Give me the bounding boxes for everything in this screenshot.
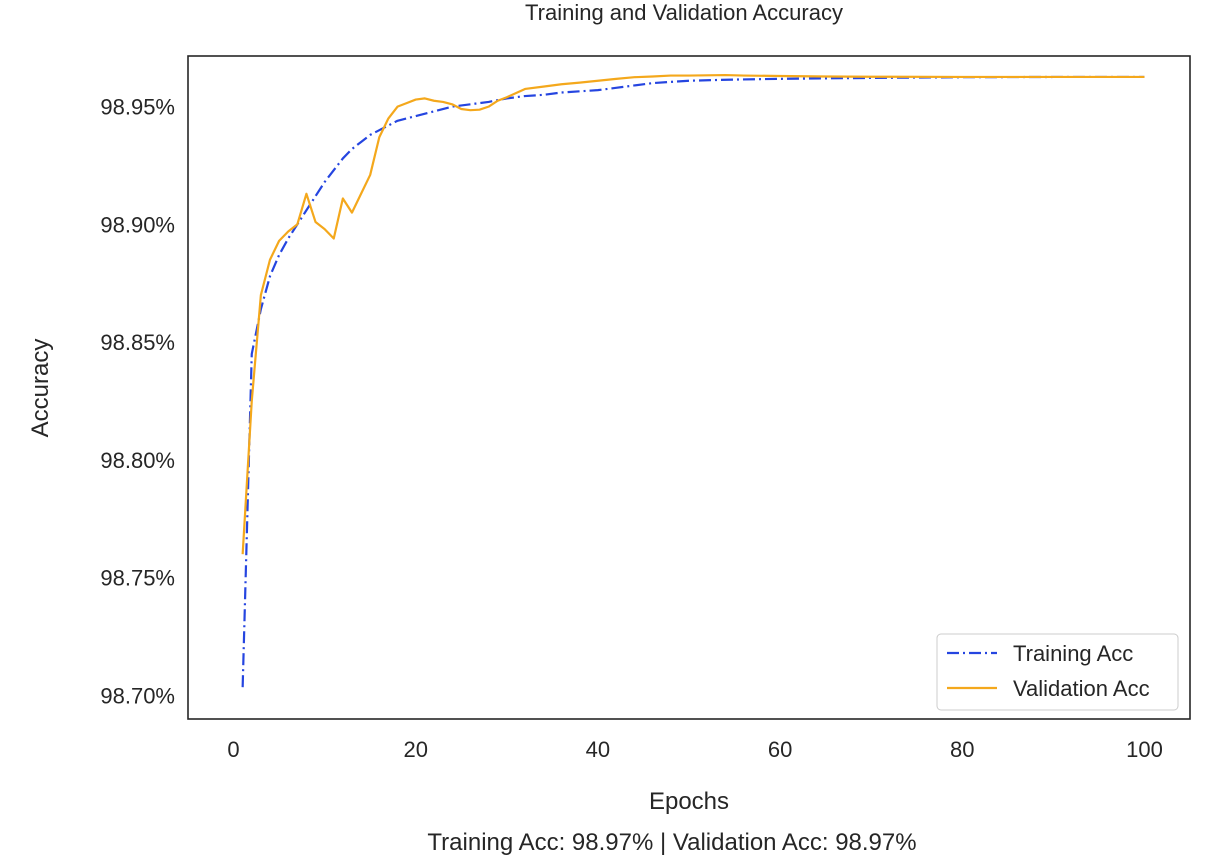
y-tick-label: 98.70% <box>100 683 175 708</box>
legend-box <box>936 633 1179 711</box>
y-tick-label: 98.90% <box>100 212 175 237</box>
x-axis-label: Epochs <box>649 788 729 815</box>
legend-label-validation: Validation Acc <box>1013 676 1150 701</box>
x-tick-label: 80 <box>950 737 974 762</box>
accuracy-summary-text: Training Acc: 98.97% | Validation Acc: 9… <box>427 829 916 856</box>
x-tick-label: 0 <box>227 737 239 762</box>
legend-label-training: Training Acc <box>1013 641 1133 666</box>
x-tick-label: 100 <box>1126 737 1163 762</box>
series-line-training-acc <box>241 75 1145 688</box>
plot-area <box>187 55 1191 720</box>
x-tick-label: 20 <box>403 737 427 762</box>
y-axis-label: Accuracy <box>27 339 54 438</box>
y-tick-label: 98.95% <box>100 95 175 120</box>
chart-title: Training and Validation Accuracy <box>525 0 843 25</box>
y-axis-ticks: 98.70% 98.75% 98.80% 98.85% 98.90% 98.95% <box>100 95 175 709</box>
legend: Training Acc Validation Acc <box>936 633 1179 711</box>
y-tick-label: 98.85% <box>100 330 175 355</box>
y-tick-label: 98.80% <box>100 448 175 473</box>
x-tick-label: 60 <box>768 737 792 762</box>
y-tick-label: 98.75% <box>100 566 175 591</box>
x-tick-label: 40 <box>586 737 610 762</box>
series-layer <box>241 73 1145 688</box>
x-axis-ticks: 0 20 40 60 80 100 <box>227 737 1162 762</box>
series-line-validation-acc <box>241 73 1145 555</box>
plot-frame <box>187 55 1191 720</box>
